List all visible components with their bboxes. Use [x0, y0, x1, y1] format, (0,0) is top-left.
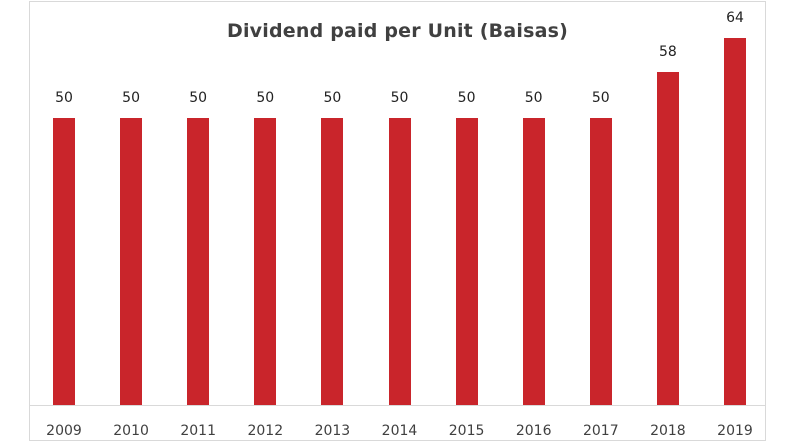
data-label-2016: 50: [524, 90, 543, 106]
x-tick-2019: 2019: [717, 423, 753, 439]
data-label-2017: 50: [591, 90, 610, 106]
data-label-2015: 50: [457, 90, 476, 106]
bar-2012: [254, 118, 277, 405]
x-tick-2010: 2010: [113, 423, 149, 439]
data-label-2010: 50: [122, 90, 140, 106]
bar-2014: [388, 118, 411, 405]
bar-2019: [724, 37, 746, 405]
x-axis-line: [30, 405, 765, 406]
chart-area: Dividend paid per Unit (Baisas) 50 2009 50…: [29, 1, 766, 441]
bar-2017: [589, 118, 612, 405]
data-label-2013: 50: [323, 90, 342, 106]
data-label-2011: 50: [189, 90, 208, 106]
bar-2016: [522, 118, 545, 405]
data-label-2014: 50: [390, 90, 409, 106]
x-tick-2011: 2011: [180, 423, 216, 439]
data-label-2018: 58: [658, 44, 677, 61]
chart-title: Dividend paid per Unit (Baisas): [226, 20, 569, 42]
x-tick-2012: 2012: [247, 423, 284, 439]
data-label-2019: 64: [726, 9, 744, 26]
data-label-2009: 50: [55, 90, 73, 106]
x-tick-2009: 2009: [46, 423, 82, 439]
bar-2010: [120, 118, 143, 405]
x-tick-2014: 2014: [381, 423, 418, 439]
x-tick-2013: 2013: [314, 423, 351, 439]
x-tick-2015: 2015: [448, 423, 485, 439]
x-tick-2016: 2016: [515, 423, 552, 439]
x-tick-2018: 2018: [650, 423, 686, 439]
x-tick-2017: 2017: [582, 423, 619, 439]
bar-2011: [187, 118, 210, 405]
bar-2018: [656, 72, 679, 405]
bar-2013: [321, 118, 344, 405]
bar-2009: [53, 118, 75, 405]
bar-2015: [455, 118, 478, 405]
data-label-2012: 50: [256, 90, 275, 106]
